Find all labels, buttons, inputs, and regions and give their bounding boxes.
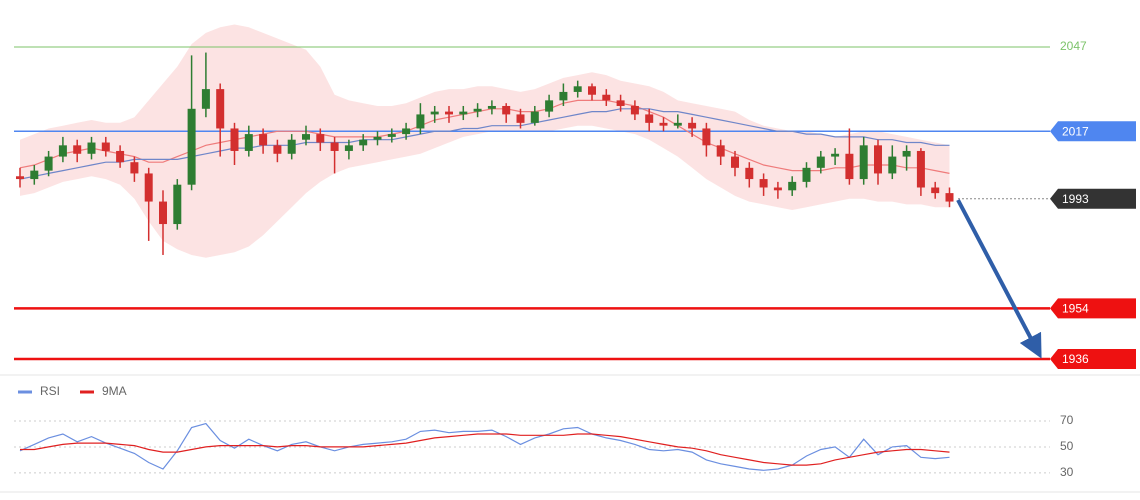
candle-body bbox=[244, 134, 253, 151]
candle-body bbox=[530, 111, 539, 123]
candle-body bbox=[445, 111, 453, 115]
level-tag bbox=[1050, 121, 1136, 142]
candle-body bbox=[759, 179, 768, 188]
candle-body bbox=[430, 111, 439, 115]
candle-body bbox=[130, 162, 139, 174]
candle-body bbox=[645, 114, 654, 123]
candle-body bbox=[802, 167, 811, 182]
level-label: 1993 bbox=[1062, 192, 1089, 206]
candle-body bbox=[559, 91, 568, 101]
candle-body bbox=[144, 173, 153, 202]
candle-body bbox=[845, 153, 854, 180]
candle-body bbox=[330, 142, 339, 151]
candle-body bbox=[387, 134, 396, 137]
candle-body bbox=[173, 184, 182, 225]
level-label: 2017 bbox=[1062, 124, 1089, 138]
legend-label: RSI bbox=[40, 384, 60, 398]
candle-body bbox=[831, 153, 840, 157]
candle-body bbox=[87, 142, 96, 154]
candle-body bbox=[316, 134, 325, 143]
candle-body bbox=[101, 142, 110, 151]
candle-body bbox=[487, 105, 496, 109]
candle-body bbox=[230, 128, 239, 151]
level-tag bbox=[1050, 348, 1136, 369]
level-label: 2047 bbox=[1060, 39, 1087, 53]
candle-body bbox=[573, 86, 582, 92]
candle-body bbox=[201, 89, 210, 109]
candle-body bbox=[716, 145, 725, 157]
candle-body bbox=[216, 89, 225, 129]
candle-body bbox=[187, 108, 196, 185]
bollinger-band bbox=[20, 24, 950, 258]
candle-body bbox=[859, 145, 868, 180]
candle-body bbox=[588, 86, 596, 95]
candle-body bbox=[516, 114, 525, 123]
candle-body bbox=[931, 187, 940, 194]
level-label: 1954 bbox=[1062, 302, 1089, 316]
candle-body bbox=[545, 100, 554, 112]
candle-body bbox=[16, 176, 24, 180]
candle-body bbox=[673, 122, 682, 126]
y-tick-label: 70 bbox=[1060, 413, 1074, 427]
candle-body bbox=[788, 181, 797, 191]
candle-body bbox=[302, 134, 310, 140]
candle-body bbox=[344, 145, 353, 151]
candle-body bbox=[731, 156, 739, 168]
forecast-arrow bbox=[956, 199, 1042, 359]
legend-label: 9MA bbox=[102, 384, 127, 398]
candle-body bbox=[416, 114, 425, 129]
candle-body bbox=[874, 145, 882, 174]
moving-average bbox=[19, 108, 950, 180]
candle-body bbox=[44, 156, 53, 171]
candle-body bbox=[773, 187, 782, 191]
candle-body bbox=[702, 128, 711, 146]
candle-body bbox=[902, 150, 911, 157]
candle-body bbox=[402, 128, 411, 135]
candle-body bbox=[916, 150, 925, 188]
candle-body bbox=[945, 193, 954, 202]
candle-body bbox=[688, 122, 697, 129]
candle-body bbox=[373, 136, 382, 140]
candle-body bbox=[745, 167, 754, 180]
candle-body bbox=[502, 105, 511, 115]
candle-body bbox=[659, 122, 668, 126]
candle-body bbox=[616, 100, 625, 106]
y-tick-label: 50 bbox=[1060, 439, 1074, 453]
moving-average bbox=[19, 99, 950, 174]
candle-body bbox=[816, 156, 825, 168]
candle-body bbox=[30, 170, 39, 180]
candle-body bbox=[159, 201, 167, 225]
level-tag bbox=[1050, 188, 1136, 209]
candle-body bbox=[630, 105, 639, 115]
candle-body bbox=[273, 145, 282, 154]
price-panel: 2047 2017 1993 1954 1936 bbox=[14, 24, 1136, 369]
candle-body bbox=[58, 145, 67, 157]
candle-body bbox=[73, 145, 82, 154]
candle-body bbox=[287, 139, 296, 154]
level-label: 1936 bbox=[1062, 352, 1089, 366]
rsi-line bbox=[19, 422, 950, 471]
candle-body bbox=[459, 111, 468, 115]
candle-body bbox=[259, 134, 268, 146]
level-tag bbox=[1050, 298, 1136, 319]
candle-body bbox=[473, 108, 482, 112]
y-tick-label: 30 bbox=[1060, 465, 1074, 479]
rsi-line bbox=[20, 433, 950, 466]
candle-body bbox=[359, 139, 368, 146]
rsi-panel: 70 50 30 RSI 9MA bbox=[14, 384, 1074, 479]
candle-body bbox=[888, 156, 897, 174]
candle-body bbox=[602, 94, 611, 101]
candle-body bbox=[116, 150, 125, 163]
